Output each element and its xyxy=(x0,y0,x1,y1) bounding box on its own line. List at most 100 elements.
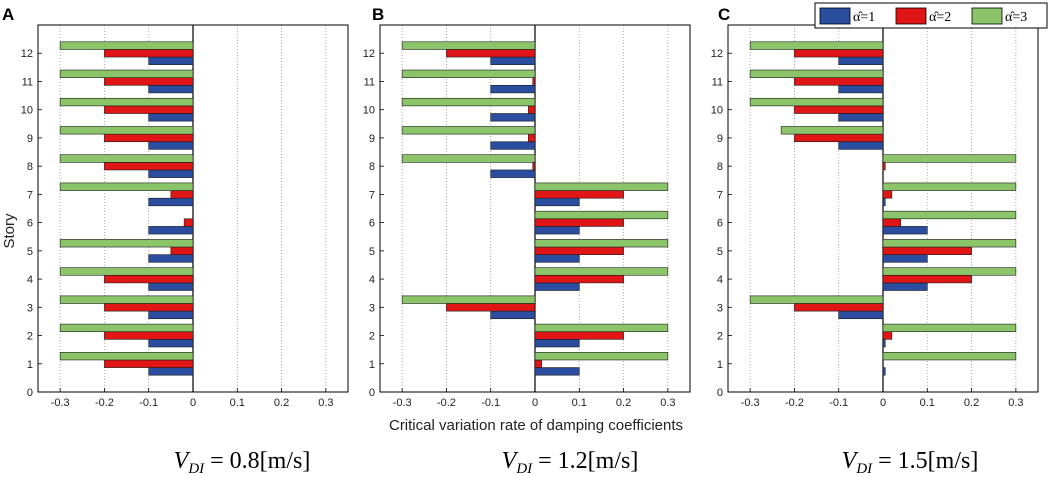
y-tick-label: 5 xyxy=(717,246,723,258)
x-tick-label: -0.3 xyxy=(393,397,412,409)
bar-b-story-9-alpha-1 xyxy=(490,141,536,150)
panel-letter: A xyxy=(2,5,14,24)
legend-label-alpha-2: α̂=2 xyxy=(929,10,951,25)
y-tick-label: 12 xyxy=(363,48,375,60)
bar-a-story-3-alpha-3 xyxy=(59,295,194,304)
x-tick-label: 0 xyxy=(880,397,886,409)
y-tick-label: 5 xyxy=(369,246,375,258)
bar-c-story-9-alpha-2 xyxy=(794,133,884,143)
legend-swatch-alpha-1 xyxy=(819,7,851,25)
y-tick-label: 3 xyxy=(369,302,375,314)
bar-b-story-7-alpha-2 xyxy=(534,190,624,199)
bar-b-story-3-alpha-2 xyxy=(446,303,536,312)
bar-a-story-2-alpha-3 xyxy=(59,323,194,333)
x-tick-label: -0.1 xyxy=(139,397,158,409)
bar-b-story-12-alpha-1 xyxy=(490,56,536,65)
caption-value: = 1.5[m/s] xyxy=(872,448,978,474)
y-tick-label: 7 xyxy=(717,189,723,201)
bar-a-story-9-alpha-3 xyxy=(59,126,194,135)
bar-c-story-5-alpha-1 xyxy=(882,254,928,263)
caption-value: = 0.8[m/s] xyxy=(204,448,310,474)
bar-b-story-6-alpha-2 xyxy=(534,218,624,227)
panel-caption: VDI = 1.5[m/s] xyxy=(842,448,979,477)
caption-subscript: DI xyxy=(855,461,873,477)
bar-c-story-2-alpha-1 xyxy=(882,339,886,348)
bar-b-story-2-alpha-2 xyxy=(534,331,624,340)
bar-b-story-11-alpha-2 xyxy=(532,77,536,86)
bar-c-story-3-alpha-1 xyxy=(838,310,884,320)
bar-c-story-2-alpha-2 xyxy=(882,331,893,340)
y-tick-label: 8 xyxy=(717,161,723,173)
panel-letter: B xyxy=(372,5,384,24)
y-tick-label: 1 xyxy=(369,359,375,371)
bar-c-story-11-alpha-2 xyxy=(794,77,884,86)
y-tick-label: 9 xyxy=(27,133,33,145)
bar-c-story-6-alpha-2 xyxy=(882,218,902,227)
y-tick-label: 4 xyxy=(717,274,723,286)
bar-a-story-8-alpha-2 xyxy=(104,162,194,171)
bar-a-story-10-alpha-3 xyxy=(59,97,194,107)
bar-c-story-10-alpha-3 xyxy=(749,97,884,107)
y-tick-label: 10 xyxy=(711,105,723,117)
bar-c-story-4-alpha-3 xyxy=(882,267,1017,276)
bar-a-story-10-alpha-2 xyxy=(104,105,194,114)
y-tick-label: 12 xyxy=(711,48,723,60)
panel-b: -0.3 -0.2 -0.1 0 0.1 0.2 0.30123456789101112BV… xyxy=(363,5,691,477)
y-tick-label: 6 xyxy=(717,218,723,230)
bar-c-story-2-alpha-3 xyxy=(882,323,1017,333)
bar-c-story-10-alpha-1 xyxy=(838,113,884,122)
x-axis-label: Critical variation rate of damping coeff… xyxy=(389,417,683,434)
legend-box xyxy=(814,2,1048,29)
bar-a-story-1-alpha-3 xyxy=(59,352,194,361)
bar-b-story-7-alpha-1 xyxy=(534,197,580,207)
x-tick-label: -0.2 xyxy=(785,397,804,409)
bar-a-story-6-alpha-2 xyxy=(183,218,194,227)
bar-a-story-7-alpha-3 xyxy=(59,182,194,191)
bar-a-story-12-alpha-2 xyxy=(104,49,194,58)
y-tick-label: 2 xyxy=(27,331,33,343)
bar-a-story-5-alpha-3 xyxy=(59,239,194,248)
y-tick-label: 1 xyxy=(27,359,33,371)
x-tick-label: 0.3 xyxy=(660,397,675,409)
bar-b-story-5-alpha-1 xyxy=(534,254,580,263)
bar-b-story-5-alpha-2 xyxy=(534,246,624,255)
caption-subscript: DI xyxy=(515,461,533,477)
bar-a-story-1-alpha-2 xyxy=(104,359,194,368)
caption-variable: V xyxy=(502,448,519,474)
x-tick-label: -0.1 xyxy=(829,397,848,409)
bar-a-story-6-alpha-1 xyxy=(148,226,194,235)
bar-c-story-11-alpha-3 xyxy=(749,69,884,78)
y-tick-label: 4 xyxy=(27,274,33,286)
x-tick-label: -0.1 xyxy=(481,397,500,409)
bar-b-story-10-alpha-2 xyxy=(528,105,536,114)
bar-b-story-3-alpha-1 xyxy=(490,310,536,320)
bar-b-story-7-alpha-3 xyxy=(534,182,669,191)
bar-a-story-12-alpha-3 xyxy=(59,41,194,50)
bar-b-story-5-alpha-3 xyxy=(534,239,669,248)
legend-label-alpha-1: α̂=1 xyxy=(853,10,875,25)
bar-a-story-2-alpha-1 xyxy=(148,339,194,348)
bar-b-story-2-alpha-3 xyxy=(534,323,669,333)
bar-a-story-12-alpha-1 xyxy=(148,56,194,65)
y-tick-label: 2 xyxy=(717,331,723,343)
bar-b-story-10-alpha-1 xyxy=(490,113,536,122)
x-tick-label: 0.1 xyxy=(920,397,935,409)
bar-b-story-10-alpha-3 xyxy=(401,97,536,107)
bar-a-story-4-alpha-2 xyxy=(104,274,194,284)
bar-b-story-4-alpha-1 xyxy=(534,282,580,291)
bar-a-story-3-alpha-2 xyxy=(104,303,194,312)
y-tick-label: 9 xyxy=(717,133,723,145)
bar-c-story-10-alpha-2 xyxy=(794,105,884,114)
y-tick-label: 11 xyxy=(712,76,723,88)
bar-c-story-8-alpha-3 xyxy=(882,154,1017,163)
bar-b-story-1-alpha-1 xyxy=(534,367,580,376)
bar-a-story-2-alpha-2 xyxy=(104,331,194,340)
bar-b-story-4-alpha-3 xyxy=(534,267,669,276)
bar-a-story-8-alpha-3 xyxy=(59,154,194,163)
bar-b-story-1-alpha-3 xyxy=(534,352,669,361)
bar-a-story-10-alpha-1 xyxy=(148,113,194,122)
x-tick-label: 0.2 xyxy=(274,397,289,409)
bar-a-story-9-alpha-1 xyxy=(148,141,194,150)
y-tick-label: 9 xyxy=(369,133,375,145)
